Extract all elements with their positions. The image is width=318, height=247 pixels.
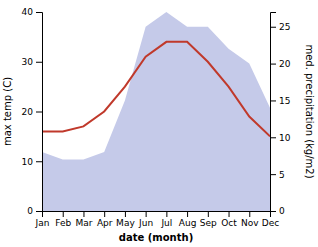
tick-mark <box>270 64 276 65</box>
tick-label: 20 <box>279 59 291 69</box>
tick-label: May <box>116 218 135 228</box>
tick-label: Aug <box>179 218 197 228</box>
tick-label: Jan <box>35 218 50 228</box>
tick-label: Oct <box>221 218 237 228</box>
tick-label: 25 <box>279 22 290 32</box>
plot: JanFebMarAprMayJunJulAugSepOctNovDec0102… <box>22 7 291 228</box>
tick: Apr <box>97 211 113 228</box>
tick-mark <box>270 27 276 28</box>
tick-label: 10 <box>279 133 291 143</box>
tick-label: Mar <box>75 218 92 228</box>
tick: Jul <box>160 211 172 228</box>
tick: Jan <box>35 211 50 228</box>
tick-mark <box>270 211 276 212</box>
tick-mark <box>36 161 42 162</box>
tick-mark <box>146 211 147 217</box>
tick: 10 <box>270 133 291 143</box>
tick: Oct <box>221 211 237 228</box>
tick-mark <box>229 211 230 217</box>
tick-label: Jun <box>138 218 153 228</box>
tick-mark <box>83 211 84 217</box>
tick: Dec <box>262 211 279 228</box>
tick: 20 <box>22 107 42 117</box>
temp-line <box>42 42 270 137</box>
tick-label: 5 <box>279 170 285 180</box>
tick: 40 <box>22 7 42 17</box>
tick: Feb <box>55 211 71 228</box>
axis-line <box>36 13 43 212</box>
tick-label: 0 <box>279 206 285 216</box>
tick-mark <box>270 137 276 138</box>
tick-label: Feb <box>55 218 71 228</box>
precip-area <box>42 12 270 211</box>
tick-label: Jul <box>160 218 172 228</box>
tick-label: Sep <box>200 218 217 228</box>
tick-label: 15 <box>279 96 290 106</box>
y2-axis-title: med. precipitation (kg/m2) <box>304 44 315 178</box>
y-axis-title: max temp (C) <box>2 77 13 146</box>
tick: 0 <box>27 206 42 216</box>
axis-line <box>271 13 277 212</box>
tick-mark <box>36 211 42 212</box>
tick-mark <box>36 62 42 63</box>
tick-mark <box>36 12 42 13</box>
tick: 20 <box>270 59 291 69</box>
tick-label: Apr <box>97 218 113 228</box>
tick-label: 30 <box>22 57 34 67</box>
tick-label: 0 <box>27 206 33 216</box>
chart: JanFebMarAprMayJunJulAugSepOctNovDec0102… <box>0 0 318 247</box>
tick: 10 <box>22 157 42 167</box>
tick: 0 <box>270 206 285 216</box>
tick: 15 <box>270 96 290 106</box>
tick-label: 20 <box>22 107 34 117</box>
tick-mark <box>125 211 126 217</box>
tick: Mar <box>75 211 92 228</box>
tick-mark <box>249 211 250 217</box>
tick: Jun <box>138 211 153 228</box>
tick-label: 40 <box>22 7 34 17</box>
tick-mark <box>63 211 64 217</box>
tick: Sep <box>200 211 217 228</box>
tick: Aug <box>179 211 197 228</box>
tick-mark <box>187 211 188 217</box>
tick: 25 <box>270 22 290 32</box>
tick-mark <box>166 211 167 217</box>
tick-mark <box>208 211 209 217</box>
tick: 5 <box>270 170 285 180</box>
axis-line <box>43 212 271 218</box>
tick-mark <box>36 112 42 113</box>
tick-label: Nov <box>241 218 259 228</box>
x-axis: Jan Feb Mar AprMayJun Jul AugSep Oct NovDec <box>35 211 280 228</box>
tick: 30 <box>22 57 42 67</box>
tick-label: Dec <box>262 218 279 228</box>
y-axis: 0 10 20 30 40 <box>22 7 43 216</box>
tick: May <box>116 211 135 228</box>
tick-mark <box>270 100 276 101</box>
tick: Nov <box>241 211 259 228</box>
tick-mark <box>270 174 276 175</box>
x-axis-title: date (month) <box>119 232 193 243</box>
tick-mark <box>104 211 105 217</box>
marks <box>42 12 270 211</box>
y2-axis: 0 5 10 15 20 25 <box>270 13 291 217</box>
tick-label: 10 <box>22 157 34 167</box>
